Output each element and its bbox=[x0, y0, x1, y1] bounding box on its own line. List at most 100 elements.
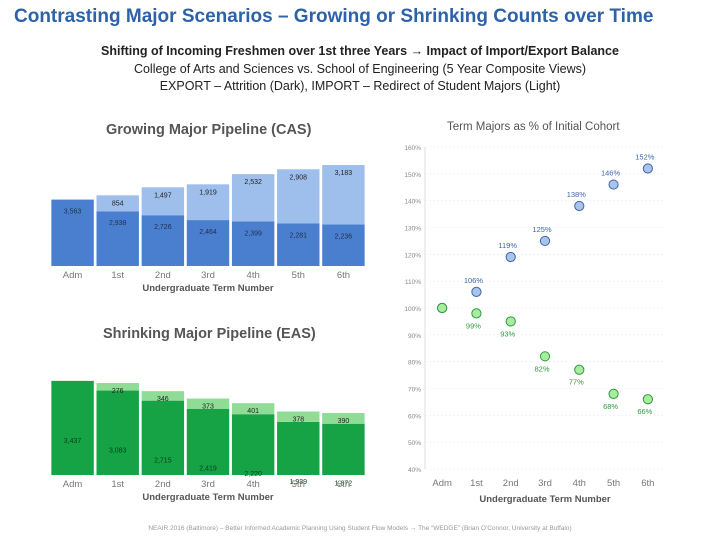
eas-bar-light-6 bbox=[322, 413, 365, 424]
cas-tick-4: 4th bbox=[247, 270, 260, 281]
eas-tick-3: 3rd bbox=[201, 479, 215, 490]
cas-bar-dark-6 bbox=[322, 224, 365, 266]
cas-label-dark-0: 3,563 bbox=[64, 209, 82, 216]
cas-bar-light-5 bbox=[277, 169, 320, 224]
eas-label-light-4: 401 bbox=[247, 408, 259, 415]
pct-cas-label-5: 146% bbox=[601, 169, 621, 178]
pct-ytick-2: 60% bbox=[408, 413, 421, 420]
pct-ytick-4: 80% bbox=[408, 360, 421, 367]
cas-label-dark-3: 2,464 bbox=[199, 229, 217, 236]
eas-xlabel: Undergraduate Term Number bbox=[142, 492, 274, 503]
pct-eas-point-2 bbox=[505, 316, 516, 327]
cas-label-dark-2: 2,726 bbox=[154, 224, 172, 231]
pct-cas-label-6: 152% bbox=[635, 152, 655, 161]
eas-bar-dark-1 bbox=[96, 390, 139, 475]
cas-bar-dark-4 bbox=[231, 221, 275, 266]
pct-eas-label-4: 77% bbox=[569, 378, 584, 387]
eas-tick-4: 4th bbox=[247, 479, 260, 490]
cas-label-light-1: 854 bbox=[112, 200, 124, 207]
subtitle-line-1: Shifting of Incoming Freshmen over 1st t… bbox=[101, 44, 619, 58]
pct-xtick-0: Adm bbox=[432, 478, 452, 489]
cas-label-dark-6: 2,236 bbox=[335, 233, 353, 240]
pct-ytick-7: 110% bbox=[405, 279, 421, 286]
eas-label-light-2: 346 bbox=[157, 396, 169, 403]
eas-bar-light-1 bbox=[96, 382, 139, 391]
pct-ytick-8: 120% bbox=[404, 252, 421, 259]
cas-label-light-6: 3,183 bbox=[335, 170, 353, 177]
subtitle-line-3: EXPORT – Attrition (Dark), IMPORT – Redi… bbox=[159, 79, 561, 93]
pct-eas-point-1 bbox=[471, 308, 482, 319]
cas-tick-0: Adm bbox=[63, 270, 83, 281]
pct-xtick-6: 6th bbox=[641, 478, 654, 489]
cas-label-light-4: 2,532 bbox=[244, 179, 262, 186]
pct-eas-point-5 bbox=[608, 388, 619, 399]
cas-bar-light-4 bbox=[231, 174, 275, 222]
cas-tick-3: 3rd bbox=[201, 270, 215, 281]
cas-label-light-3: 1,919 bbox=[199, 189, 217, 196]
pct-cas-point-1 bbox=[471, 286, 482, 297]
pct-eas-point-4 bbox=[574, 364, 585, 375]
eas-tick-1: 1st bbox=[111, 479, 124, 490]
pct-cas-label-2: 119% bbox=[498, 241, 517, 250]
eas-label-dark-4: 2,220 bbox=[244, 471, 262, 478]
pct-xtick-5: 5th bbox=[607, 478, 620, 489]
cas-bar-light-6 bbox=[322, 165, 365, 225]
eas-bar-dark-5 bbox=[277, 421, 320, 475]
eas-chart-title: Shrinking Major Pipeline (EAS) bbox=[103, 326, 316, 342]
cas-bar-dark-1 bbox=[96, 211, 139, 266]
cas-label-light-5: 2,908 bbox=[290, 174, 308, 181]
cas-label-light-2: 1,497 bbox=[154, 192, 172, 199]
cas-bar-light-3 bbox=[186, 184, 230, 221]
cas-bar-light-1 bbox=[96, 195, 139, 212]
eas-bar-light-4 bbox=[231, 403, 275, 415]
pct-ytick-3: 70% bbox=[408, 387, 421, 394]
pct-eas-point-6 bbox=[642, 394, 653, 405]
eas-label-dark-1: 3,083 bbox=[109, 448, 127, 455]
eas-tick-5: 5th bbox=[292, 479, 305, 490]
pct-ytick-5: 90% bbox=[408, 333, 421, 340]
subtitle-line-2: College of Arts and Sciences vs. School … bbox=[133, 62, 587, 76]
pct-eas-point-3 bbox=[539, 351, 551, 362]
pct-eas-label-5: 68% bbox=[603, 402, 618, 411]
pct-ytick-0: 40% bbox=[408, 467, 421, 474]
pct-ytick-10: 140% bbox=[404, 199, 421, 206]
pct-cas-point-5 bbox=[608, 179, 619, 190]
cas-tick-5: 5th bbox=[292, 270, 305, 281]
eas-label-light-5: 378 bbox=[292, 417, 304, 424]
eas-bar-light-5 bbox=[277, 411, 320, 422]
pct-xtick-1: 1st bbox=[470, 478, 483, 489]
pct-cas-label-4: 138% bbox=[567, 190, 587, 199]
pct-ytick-11: 150% bbox=[404, 172, 421, 179]
pct-eas-label-3: 82% bbox=[534, 364, 549, 373]
eas-label-dark-3: 2,419 bbox=[199, 466, 217, 473]
cas-bar-dark-0 bbox=[51, 199, 94, 266]
pct-ytick-6: 100% bbox=[404, 306, 421, 313]
cas-tick-2: 2nd bbox=[155, 270, 171, 281]
eas-label-dark-6: 1,872 bbox=[335, 481, 353, 488]
pct-eas-label-2: 93% bbox=[500, 329, 515, 338]
cas-xlabel: Undergraduate Term Number bbox=[142, 283, 274, 294]
pct-xtick-2: 2nd bbox=[503, 478, 519, 489]
eas-label-dark-0: 3,437 bbox=[64, 438, 82, 445]
pct-cas-point-6 bbox=[642, 163, 653, 174]
cas-tick-6: 6th bbox=[337, 270, 350, 281]
pct-cas-point-4 bbox=[574, 200, 585, 212]
eas-bar-light-3 bbox=[186, 398, 230, 409]
eas-bar-dark-0 bbox=[51, 380, 94, 475]
cas-bar-dark-3 bbox=[186, 220, 230, 266]
eas-tick-0: Adm bbox=[63, 479, 83, 490]
eas-bar-dark-2 bbox=[141, 400, 185, 475]
cas-label-dark-4: 2,399 bbox=[244, 230, 262, 237]
pct-chart-title: Term Majors as % of Initial Cohort bbox=[447, 121, 620, 133]
pct-cas-point-3 bbox=[539, 235, 551, 247]
slide-footer: NEAIR 2016 (Baltimore) – Better Informed… bbox=[148, 525, 572, 532]
cas-label-dark-1: 2,938 bbox=[109, 220, 127, 227]
pct-eas-point-0 bbox=[437, 302, 448, 314]
eas-label-dark-2: 2,715 bbox=[154, 458, 172, 465]
pct-cas-label-1: 106% bbox=[464, 276, 484, 285]
pct-xtick-4: 4th bbox=[573, 478, 586, 489]
pct-ytick-9: 130% bbox=[404, 226, 421, 233]
slide-title: Contrasting Major Scenarios – Growing or… bbox=[14, 6, 654, 27]
eas-bar-dark-6 bbox=[322, 423, 365, 475]
